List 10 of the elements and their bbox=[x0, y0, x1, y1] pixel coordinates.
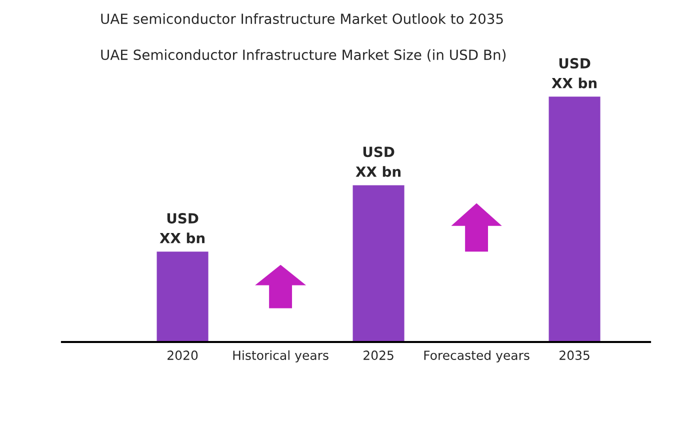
x-tick-label: Historical years bbox=[233, 350, 328, 362]
chart-title: UAE semiconductor Infrastructure Market Outlook to 2035 bbox=[101, 13, 503, 24]
x-tick-label: 2020 bbox=[168, 350, 198, 360]
chart-subtitle: UAE Semiconductor Infrastructure Market Size (in USD Bn) bbox=[101, 49, 506, 62]
text: USD XX bn bbox=[160, 213, 204, 244]
x-tick-label: 2035 bbox=[560, 350, 590, 360]
text: USD XX bn bbox=[356, 146, 400, 177]
text: USD XX bn bbox=[552, 58, 596, 88]
x-tick-label: 2025 bbox=[364, 350, 394, 360]
x-tick-label: Forecasted years bbox=[424, 350, 530, 362]
